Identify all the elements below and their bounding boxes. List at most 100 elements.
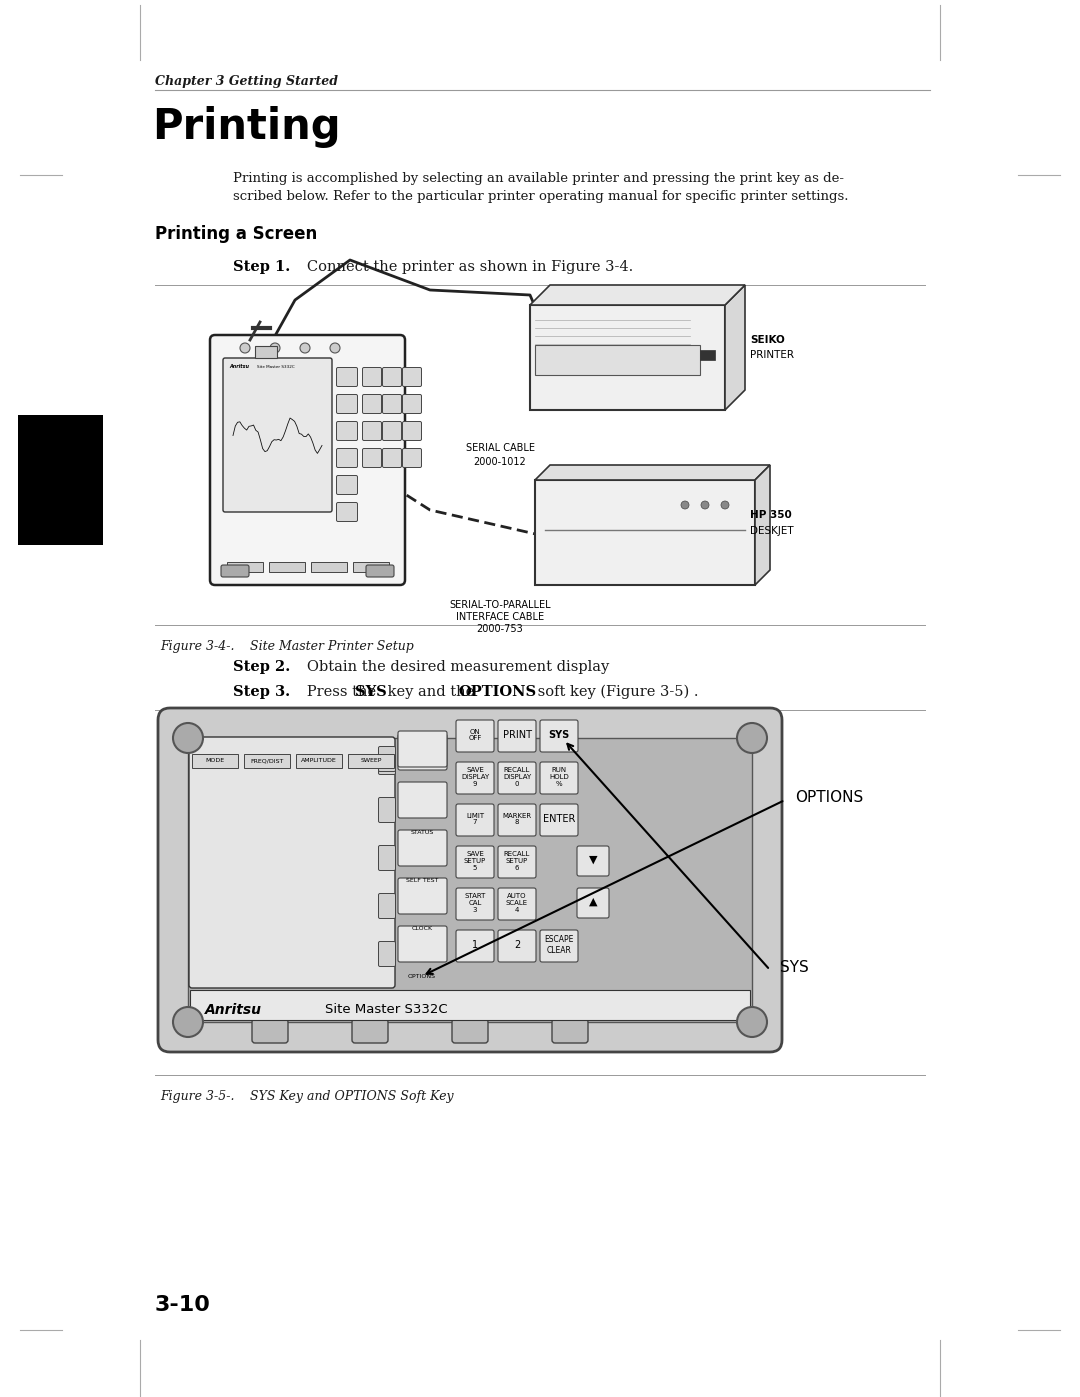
Text: PRINTER: PRINTER (750, 351, 794, 360)
Text: Printing is accomplished by selecting an available printer and pressing the prin: Printing is accomplished by selecting an… (233, 172, 843, 184)
FancyBboxPatch shape (382, 422, 402, 440)
FancyBboxPatch shape (577, 888, 609, 918)
Text: 1: 1 (472, 940, 478, 950)
Text: SERIAL-TO-PARALLEL: SERIAL-TO-PARALLEL (449, 599, 551, 610)
FancyBboxPatch shape (403, 367, 421, 387)
FancyBboxPatch shape (378, 894, 395, 918)
FancyBboxPatch shape (456, 847, 494, 877)
Bar (188, 738, 752, 1023)
FancyBboxPatch shape (540, 930, 578, 963)
Text: SYS: SYS (780, 960, 809, 975)
FancyBboxPatch shape (456, 888, 494, 921)
Text: SYS: SYS (549, 731, 569, 740)
Text: Press the: Press the (293, 685, 381, 698)
Polygon shape (725, 285, 745, 409)
FancyBboxPatch shape (210, 335, 405, 585)
FancyBboxPatch shape (535, 345, 700, 374)
FancyBboxPatch shape (399, 731, 447, 767)
Circle shape (737, 1007, 767, 1037)
Text: Figure 3-4-.: Figure 3-4-. (160, 640, 234, 652)
Text: OPTIONS: OPTIONS (408, 974, 436, 978)
Text: SEIKO: SEIKO (750, 335, 785, 345)
FancyBboxPatch shape (337, 394, 357, 414)
Text: soft key (Figure 3-5) .: soft key (Figure 3-5) . (534, 685, 699, 700)
FancyBboxPatch shape (577, 847, 609, 876)
Text: HP 350: HP 350 (750, 510, 792, 520)
Text: RECALL
DISPLAY
0: RECALL DISPLAY 0 (503, 767, 531, 787)
FancyBboxPatch shape (498, 847, 536, 877)
FancyBboxPatch shape (337, 448, 357, 468)
Text: Chapter 3 Getting Started: Chapter 3 Getting Started (156, 75, 338, 88)
Text: Step 1.: Step 1. (233, 260, 291, 274)
Text: 2: 2 (514, 940, 521, 950)
Text: SAVE
DISPLAY
9: SAVE DISPLAY 9 (461, 767, 489, 787)
FancyBboxPatch shape (498, 719, 536, 752)
Text: SYS: SYS (355, 685, 387, 698)
Text: RECALL
SETUP
6: RECALL SETUP 6 (503, 851, 530, 870)
FancyBboxPatch shape (352, 1018, 388, 1044)
Text: Connect the printer as shown in Figure 3-4.: Connect the printer as shown in Figure 3… (293, 260, 633, 274)
Circle shape (737, 724, 767, 753)
Text: Anritsu: Anritsu (205, 1003, 262, 1017)
Text: Anritsu: Anritsu (229, 365, 249, 369)
Text: MARKER
8: MARKER 8 (502, 813, 531, 826)
Text: SWEEP: SWEEP (361, 759, 381, 764)
Text: SAVE
SETUP
5: SAVE SETUP 5 (464, 851, 486, 870)
Circle shape (173, 724, 203, 753)
Text: ▼: ▼ (589, 855, 597, 865)
Text: MODE: MODE (205, 759, 225, 764)
Text: CLOCK: CLOCK (411, 925, 433, 930)
Text: AUTO
SCALE
4: AUTO SCALE 4 (505, 893, 528, 914)
Circle shape (240, 344, 249, 353)
Text: ON
OFF: ON OFF (469, 728, 482, 742)
Text: Printing: Printing (152, 106, 340, 148)
FancyBboxPatch shape (337, 475, 357, 495)
Text: OPTIONS: OPTIONS (458, 685, 536, 698)
FancyBboxPatch shape (540, 805, 578, 835)
Polygon shape (755, 465, 770, 585)
FancyBboxPatch shape (378, 798, 395, 823)
FancyBboxPatch shape (337, 422, 357, 440)
Bar (190, 990, 750, 1020)
FancyBboxPatch shape (363, 394, 381, 414)
FancyBboxPatch shape (337, 503, 357, 521)
FancyBboxPatch shape (535, 481, 755, 585)
Text: RUN
HOLD
%: RUN HOLD % (549, 767, 569, 787)
FancyBboxPatch shape (403, 422, 421, 440)
FancyBboxPatch shape (189, 738, 395, 988)
FancyBboxPatch shape (498, 888, 536, 921)
Bar (700, 351, 715, 360)
FancyBboxPatch shape (456, 719, 494, 752)
FancyBboxPatch shape (456, 761, 494, 793)
Circle shape (300, 344, 310, 353)
Bar (18, 415, 103, 545)
FancyBboxPatch shape (382, 394, 402, 414)
Bar (255, 346, 276, 358)
Text: ▲: ▲ (589, 897, 597, 907)
FancyBboxPatch shape (530, 305, 725, 409)
Bar (348, 754, 394, 768)
FancyBboxPatch shape (252, 1018, 288, 1044)
FancyBboxPatch shape (378, 750, 395, 774)
Text: ESCAPE
CLEAR: ESCAPE CLEAR (544, 936, 573, 954)
FancyBboxPatch shape (403, 394, 421, 414)
Text: scribed below. Refer to the particular printer operating manual for specific pri: scribed below. Refer to the particular p… (233, 190, 849, 203)
Circle shape (701, 502, 708, 509)
Text: SYS Key and OPTIONS Soft Key: SYS Key and OPTIONS Soft Key (230, 1090, 454, 1104)
Bar (296, 754, 342, 768)
Circle shape (330, 344, 340, 353)
Text: Printing a Screen: Printing a Screen (156, 225, 318, 243)
Circle shape (270, 344, 280, 353)
Text: ENTER: ENTER (543, 814, 576, 824)
FancyBboxPatch shape (363, 367, 381, 387)
FancyBboxPatch shape (403, 448, 421, 468)
Polygon shape (530, 285, 745, 305)
Bar (244, 754, 291, 768)
FancyBboxPatch shape (552, 1018, 588, 1044)
Text: DESKJET: DESKJET (750, 527, 794, 536)
Text: 2000-1012: 2000-1012 (474, 457, 526, 467)
Text: Step 2.: Step 2. (233, 659, 291, 673)
Text: INTERFACE CABLE: INTERFACE CABLE (456, 612, 544, 622)
FancyBboxPatch shape (399, 877, 447, 914)
Text: Site Master Printer Setup: Site Master Printer Setup (230, 640, 414, 652)
